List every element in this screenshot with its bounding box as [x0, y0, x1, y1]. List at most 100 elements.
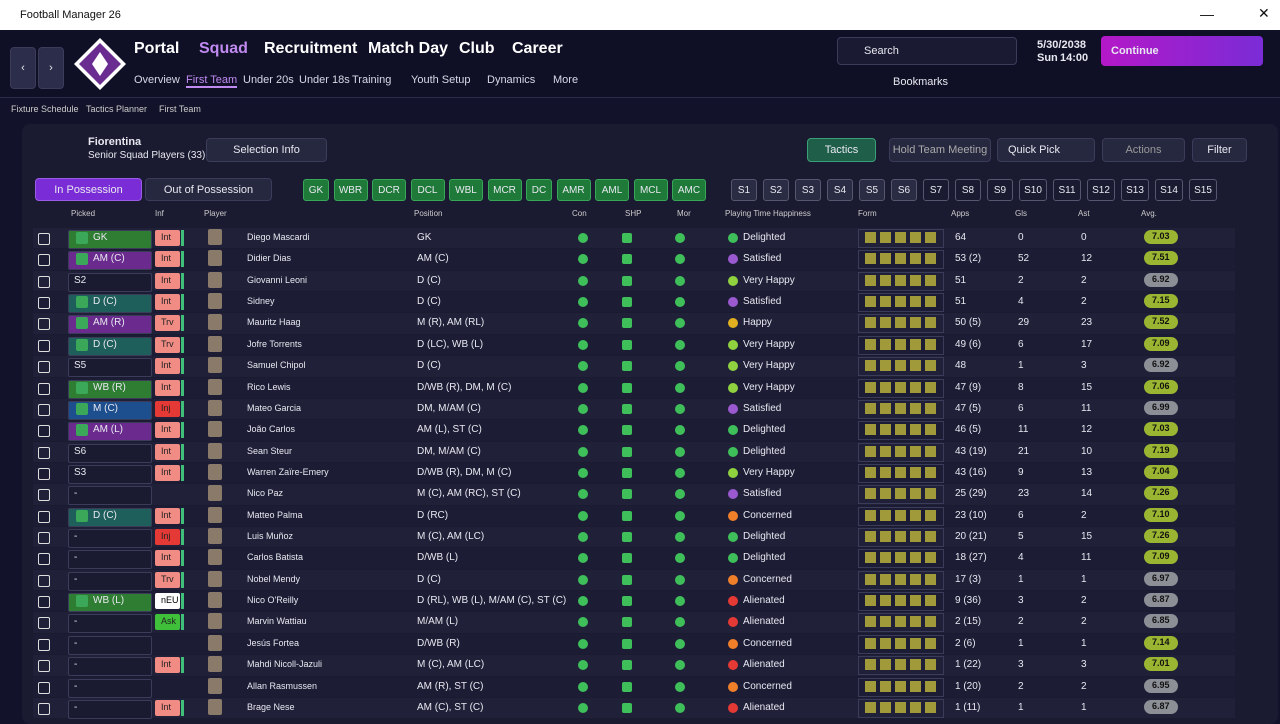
- sub-slot[interactable]: S13: [1121, 179, 1149, 201]
- picked-select[interactable]: [68, 272, 152, 292]
- player-name[interactable]: Matteo Palma: [247, 509, 303, 520]
- picked-select[interactable]: [68, 400, 152, 420]
- main-nav[interactable]: Club: [459, 40, 495, 57]
- checkbox[interactable]: [38, 233, 50, 245]
- column-header[interactable]: Con: [572, 209, 587, 218]
- sub-slot[interactable]: S8: [955, 179, 981, 201]
- column-header[interactable]: Form: [858, 209, 877, 218]
- sub-slot[interactable]: S3: [795, 179, 821, 201]
- position-button[interactable]: WBR: [333, 179, 368, 201]
- picked-select[interactable]: [68, 550, 152, 570]
- checkbox[interactable]: [38, 339, 50, 352]
- bookmarks[interactable]: Bookmarks: [893, 76, 949, 88]
- checkbox[interactable]: [38, 660, 50, 673]
- main-nav[interactable]: Portal: [134, 40, 180, 57]
- position-button[interactable]: AMR: [556, 179, 591, 201]
- sub-slot[interactable]: S15: [1189, 179, 1217, 201]
- filter[interactable]: Filter: [1192, 138, 1247, 162]
- position-button[interactable]: AMC: [672, 179, 706, 201]
- tab-in-possession[interactable]: In Possession: [35, 178, 142, 201]
- player-name[interactable]: Jesús Fortea: [247, 637, 300, 648]
- main-nav[interactable]: Recruitment: [264, 40, 358, 57]
- checkbox[interactable]: [38, 574, 50, 587]
- picked-select[interactable]: [68, 422, 152, 442]
- sub-nav[interactable]: Overview: [134, 74, 180, 86]
- picked-select[interactable]: [68, 614, 152, 634]
- player-name[interactable]: Nico O'Reilly: [247, 595, 299, 606]
- picked-select[interactable]: [68, 315, 152, 335]
- close[interactable]: ✕: [1258, 5, 1270, 21]
- position-button[interactable]: MCR: [487, 179, 522, 201]
- sub-nav[interactable]: Youth Setup: [411, 74, 471, 86]
- column-header[interactable]: Inf: [155, 209, 164, 218]
- picked-select[interactable]: [68, 443, 152, 463]
- column-header[interactable]: Gls: [1015, 209, 1027, 218]
- player-name[interactable]: Sean Steur: [247, 445, 293, 456]
- player-name[interactable]: Rico Lewis: [247, 381, 291, 392]
- sub-slot[interactable]: S5: [859, 179, 885, 201]
- player-name[interactable]: Luis Muñoz: [247, 531, 294, 542]
- quick-pick[interactable]: Quick Pick: [997, 138, 1095, 162]
- sub-slot[interactable]: S4: [827, 179, 853, 201]
- sub-slot[interactable]: S12: [1087, 179, 1115, 201]
- minimize[interactable]: —: [1200, 6, 1214, 22]
- checkbox[interactable]: [38, 596, 50, 609]
- picked-select[interactable]: [68, 593, 152, 613]
- sub-slot[interactable]: S10: [1019, 179, 1047, 201]
- team-meeting[interactable]: Hold Team Meeting: [889, 138, 991, 162]
- sub-slot[interactable]: S6: [891, 179, 917, 201]
- player-name[interactable]: Diego Mascardi: [247, 232, 310, 242]
- picked-select[interactable]: [68, 230, 152, 249]
- picked-select[interactable]: [68, 358, 152, 378]
- player-name[interactable]: Allan Rasmussen: [247, 680, 318, 691]
- checkbox[interactable]: [38, 361, 50, 374]
- checkbox[interactable]: [38, 275, 50, 288]
- player-name[interactable]: Marvin Wattiau: [247, 616, 307, 627]
- sub-slot[interactable]: S9: [987, 179, 1013, 201]
- checkbox[interactable]: [38, 510, 50, 523]
- checkbox[interactable]: [38, 681, 50, 694]
- picked-select[interactable]: [68, 294, 152, 314]
- column-header[interactable]: Picked: [71, 209, 96, 218]
- position-button[interactable]: GK: [303, 179, 329, 201]
- checkbox[interactable]: [38, 532, 50, 545]
- column-header[interactable]: Position: [414, 209, 443, 218]
- player-name[interactable]: Brage Nese: [247, 701, 295, 712]
- checkbox[interactable]: [38, 254, 50, 267]
- checkbox[interactable]: [38, 297, 50, 310]
- actions[interactable]: Actions: [1102, 138, 1185, 162]
- picked-select[interactable]: [68, 657, 152, 677]
- search[interactable]: Search: [864, 45, 899, 57]
- selection-info[interactable]: Selection Info: [206, 138, 327, 162]
- picked-select[interactable]: [68, 699, 152, 719]
- sub-nav[interactable]: More: [553, 74, 579, 86]
- player-name[interactable]: Nico Paz: [247, 488, 284, 499]
- continue-button[interactable]: Continue: [1101, 36, 1263, 66]
- checkbox[interactable]: [38, 638, 50, 651]
- column-header[interactable]: Ast: [1078, 209, 1090, 218]
- forward[interactable]: ›: [38, 47, 64, 89]
- picked-select[interactable]: [68, 464, 152, 484]
- picked-select[interactable]: [68, 507, 152, 527]
- checkbox[interactable]: [38, 617, 50, 630]
- picked-select[interactable]: [68, 635, 152, 655]
- sub-nav[interactable]: First Team: [186, 74, 238, 88]
- back[interactable]: ‹: [10, 47, 36, 89]
- position-button[interactable]: DCL: [410, 179, 445, 201]
- player-name[interactable]: Didier Dias: [247, 253, 292, 264]
- column-header[interactable]: SHP: [625, 209, 642, 218]
- sub-slot[interactable]: S1: [731, 179, 757, 201]
- picked-select[interactable]: [68, 571, 152, 591]
- checkbox[interactable]: [38, 489, 50, 502]
- sub-nav[interactable]: Under 18s: [299, 74, 350, 86]
- picked-select[interactable]: [68, 251, 152, 271]
- checkbox[interactable]: [38, 446, 50, 459]
- sub-nav[interactable]: Dynamics: [487, 74, 536, 86]
- picked-select[interactable]: [68, 379, 152, 399]
- column-header[interactable]: Player: [204, 209, 227, 218]
- player-name[interactable]: João Carlos: [247, 424, 296, 435]
- tactics[interactable]: Tactics: [807, 138, 876, 162]
- sub-slot[interactable]: S7: [923, 179, 949, 201]
- column-header[interactable]: Mor: [677, 209, 691, 218]
- player-name[interactable]: Mahdi Nicoll-Jazuli: [247, 659, 323, 670]
